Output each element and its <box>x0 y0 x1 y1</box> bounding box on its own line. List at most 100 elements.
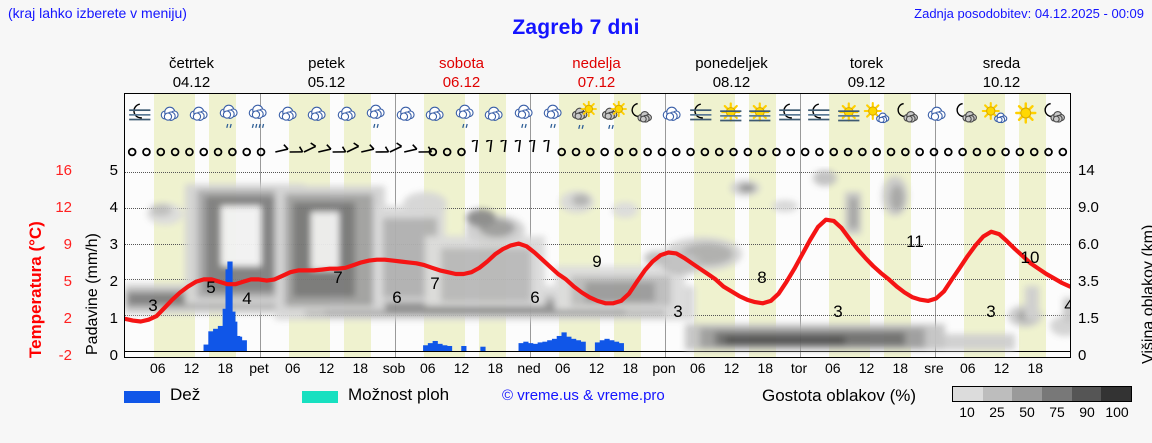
day-boundary-tick: pon <box>652 360 676 376</box>
precipitation-tick-5: 5 <box>109 162 118 179</box>
weather-icon-cloud <box>420 94 450 142</box>
temperature-axis-title: Temperatura (°C) <box>6 170 45 360</box>
weather-icon-cloud-rain-light <box>214 94 244 142</box>
time-tick: 18 <box>1027 360 1044 376</box>
day-name: ponedeljek <box>695 55 768 72</box>
day-header-6: torek 09.12 <box>799 54 934 92</box>
day-date: 07.12 <box>577 74 616 91</box>
weather-icon-moon-fog <box>775 94 805 142</box>
temperature-curve <box>125 217 1070 324</box>
day-separator <box>260 140 261 166</box>
day-separator <box>395 140 396 166</box>
last-updated-label: Zadnja posodobitev: 04.12.2025 - 00:09 <box>914 6 1144 21</box>
gridline <box>125 351 1070 352</box>
time-tick: 18 <box>352 360 369 376</box>
temperature-value-label: 3 <box>148 296 158 315</box>
temperature-axis-title-text: Temperatura (°C) <box>26 221 45 358</box>
time-tick: 06 <box>284 360 301 376</box>
temperature-value-label: 9 <box>592 252 602 271</box>
precipitation-axis-title-text: Padavine (mm/h) <box>84 233 101 355</box>
weather-icon-cloud <box>302 94 332 142</box>
weather-icon-moon-fog <box>125 94 155 142</box>
time-tick: 18 <box>487 360 504 376</box>
location-menu-note[interactable]: (kraj lahko izberete v meniju) <box>8 5 187 21</box>
time-tick: 06 <box>689 360 706 376</box>
cloud-density-tick-75: 75 <box>1049 404 1065 420</box>
rain-legend-swatch <box>124 391 160 403</box>
temperature-value-label: 6 <box>530 288 540 307</box>
daylight-stripe <box>964 140 1005 166</box>
daylight-stripe <box>154 140 195 166</box>
page-title: Zagreb 7 dni <box>512 16 640 39</box>
weather-icon-sun-fog <box>716 94 746 142</box>
rain-legend-label: Dež <box>170 385 201 404</box>
weather-icon-sun-fog <box>834 94 864 142</box>
time-tick: 06 <box>149 360 166 376</box>
day-separator <box>935 166 936 357</box>
weather-icon-sun-cloud <box>863 94 893 142</box>
cloud-density-field <box>125 170 1070 350</box>
weather-icon-moon-cloud <box>627 94 657 142</box>
time-tick: 18 <box>892 360 909 376</box>
day-separator <box>395 94 396 142</box>
day-boundary-tick: pet <box>249 360 269 376</box>
daylight-stripe <box>964 166 1005 357</box>
weather-icon-sun-cloud-rain <box>568 94 598 142</box>
cloudheight-tick-1.5: 1.5 <box>1078 310 1099 327</box>
day-name: sobota <box>438 55 485 72</box>
cloud-density-legend: Gostota oblakov (%) 10 25 50 75 90 100 <box>762 384 1142 430</box>
time-tick: 06 <box>419 360 436 376</box>
showers-legend-swatch <box>302 391 338 403</box>
temperature-value-label: 11 <box>906 232 924 251</box>
weather-icon-sun <box>1011 94 1041 142</box>
day-date: 04.12 <box>172 74 211 91</box>
time-tick: 18 <box>217 360 234 376</box>
time-tick: 12 <box>318 360 335 376</box>
daylight-stripe <box>289 140 330 166</box>
weather-icon-cloud <box>155 94 185 142</box>
daylight-stripe <box>478 140 506 166</box>
cloud-density-tick-90: 90 <box>1079 404 1095 420</box>
weather-icon-sun-cloud <box>981 94 1011 142</box>
time-tick: 06 <box>554 360 571 376</box>
day-name: petek <box>308 55 345 72</box>
cloud-density-step-75 <box>1042 387 1072 401</box>
day-date: 09.12 <box>847 74 886 91</box>
day-header-2: petek 05.12 <box>259 54 394 92</box>
weather-icon-moon-cloud <box>952 94 982 142</box>
cloudheight-axis-title: Višina oblakov (km) <box>1120 168 1152 368</box>
gridline <box>125 207 1070 209</box>
time-tick: 18 <box>622 360 639 376</box>
weather-icon-moon-fog <box>686 94 716 142</box>
cloud-density-colorbar <box>952 386 1132 402</box>
cloud-density-step-25 <box>982 387 1013 401</box>
forecast-graph: 3 5 4 7 6 7 6 9 3 8 3 11 3 10 4 <box>125 166 1070 357</box>
cloud-density-step-100 <box>1101 387 1132 401</box>
day-boundary-tick: sre <box>924 360 944 376</box>
daylight-stripe <box>748 140 776 166</box>
copyright-link[interactable]: © vreme.us & vreme.pro <box>502 387 665 404</box>
day-header-5: ponedeljek 08.12 <box>664 54 799 92</box>
temperature-value-label: 5 <box>206 278 216 297</box>
weather-icon-cloud <box>273 94 303 142</box>
time-tick: 06 <box>959 360 976 376</box>
weather-icon-cloud <box>657 94 687 142</box>
time-tick: 18 <box>757 360 774 376</box>
day-separator <box>800 140 801 166</box>
weather-icon-cloud-rain-light <box>509 94 539 142</box>
time-tick: 12 <box>993 360 1010 376</box>
time-tick: 06 <box>824 360 841 376</box>
time-tick: 12 <box>858 360 875 376</box>
weather-icon-cloud-rain-heavy <box>243 94 273 142</box>
day-separator <box>935 140 936 166</box>
cloud-density-step-50 <box>1012 387 1043 401</box>
day-name: sreda <box>982 55 1021 72</box>
day-separator <box>800 94 801 142</box>
weather-icon-cloud <box>391 94 421 142</box>
cloud-density-colorbar-ticks: 10 25 50 75 90 100 <box>952 404 1134 422</box>
cloudheight-tick-3.5: 3.5 <box>1078 273 1099 290</box>
wind-barb-band <box>125 140 1070 166</box>
weather-icon-cloud <box>479 94 509 142</box>
weather-icon-cloud <box>332 94 362 142</box>
